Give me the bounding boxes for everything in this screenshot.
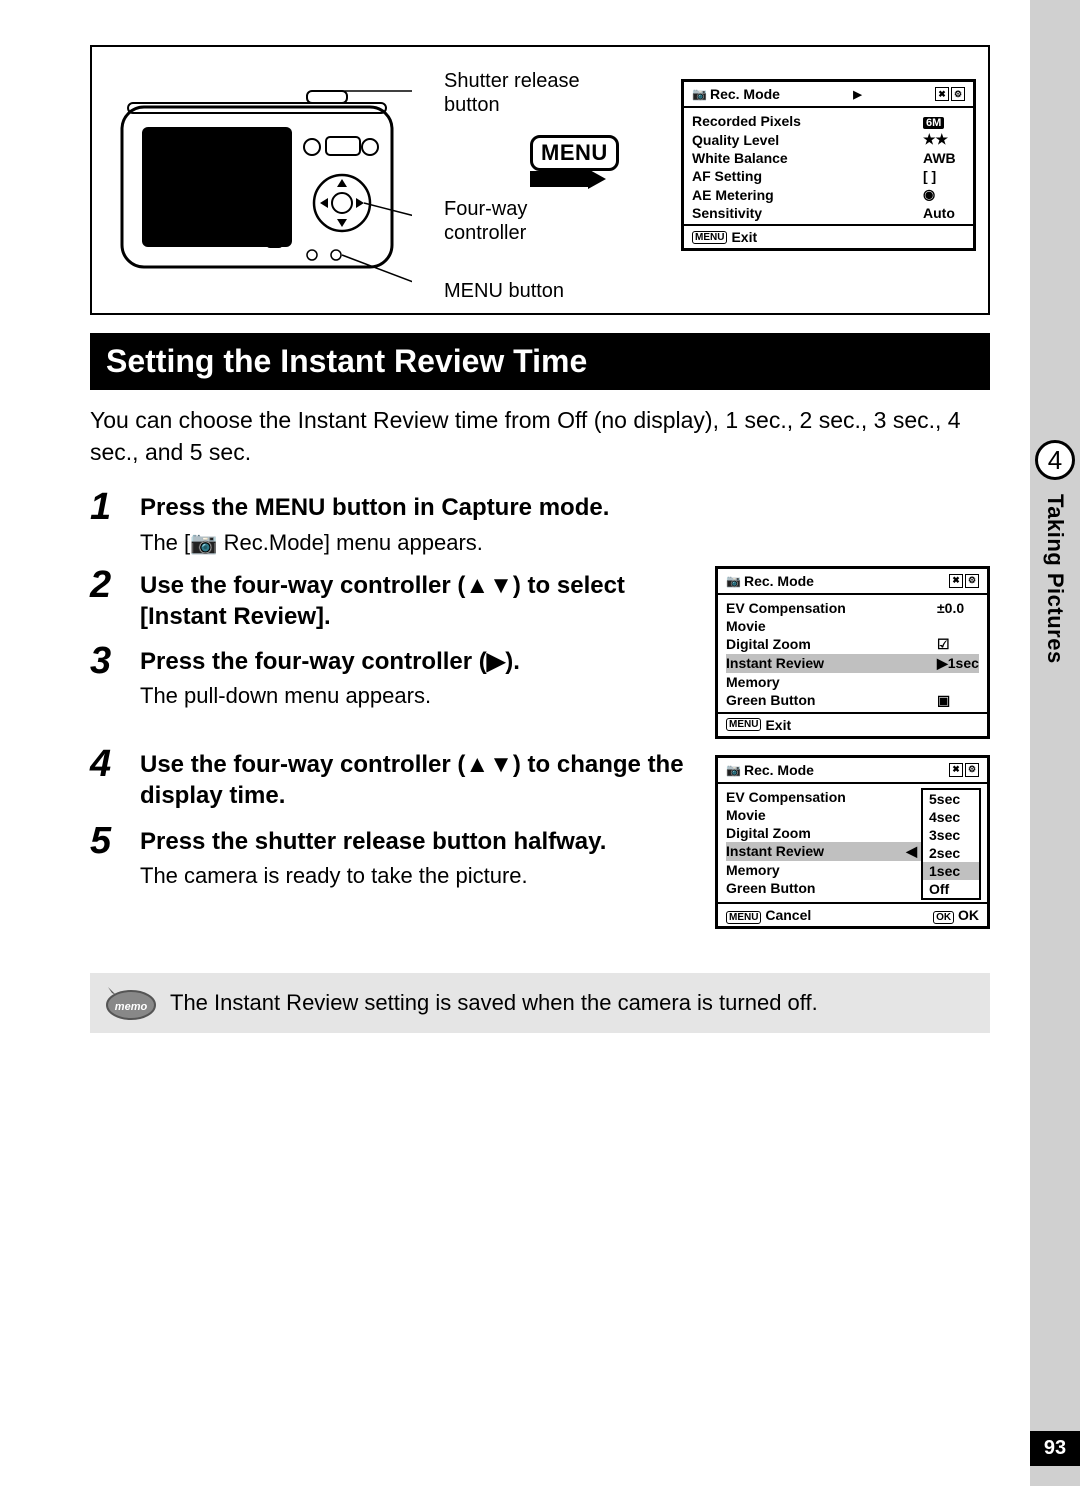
tool-icons: ✖⚙ xyxy=(949,763,979,777)
lcd-title: Rec. Mode xyxy=(710,86,780,102)
dropdown-option: 1sec xyxy=(923,862,979,880)
step: 5 Press the shutter release button halfw… xyxy=(90,822,703,889)
step-desc: The pull-down menu appears. xyxy=(140,683,703,709)
arrow-right-icon xyxy=(588,169,606,189)
dropdown-option: 3sec xyxy=(923,826,979,844)
ok-pill: OK xyxy=(933,911,954,924)
menu-badge: MENU xyxy=(530,135,619,171)
lcd-rec-mode-mid: 📷 Rec. Mode ✖⚙ EV Compensation±0.0MovieD… xyxy=(715,566,990,739)
lcd-row: EV Compensation xyxy=(726,788,921,806)
memo-icon: memo xyxy=(104,983,158,1023)
lcd-row: Movie xyxy=(726,806,921,824)
camera-illustration xyxy=(112,77,412,287)
dropdown-option: 2sec xyxy=(923,844,979,862)
lcd-row: Green Button xyxy=(726,879,921,897)
lcd-foot-exit: Exit xyxy=(765,717,791,733)
step-title: Press the four-way controller (▶). xyxy=(140,646,703,677)
step-number: 4 xyxy=(90,745,140,811)
step: 1 Press the MENU button in Capture mode.… xyxy=(90,488,990,555)
callout-controller: Four-way controller xyxy=(444,197,584,245)
step-desc: The camera is ready to take the picture. xyxy=(140,863,703,889)
tool-icons: ✖⚙ xyxy=(949,574,979,588)
lcd-row: Digital Zoom☑ xyxy=(726,635,979,654)
lcd-row: AF Setting[ ] xyxy=(692,167,965,185)
step-number: 1 xyxy=(90,488,140,555)
menu-pill: MENU xyxy=(726,911,761,924)
callout-menu-button: MENU button xyxy=(444,279,564,303)
camera-icon: 📷 xyxy=(726,574,741,588)
lcd-row: Green Button▣ xyxy=(726,691,979,710)
lcd-foot-cancel: Cancel xyxy=(765,907,811,923)
step-desc: The [📷 Rec.Mode] menu appears. xyxy=(140,530,990,556)
lcd-title: Rec. Mode xyxy=(744,762,814,778)
lcd-row: Recorded Pixels6M xyxy=(692,112,965,130)
tool-icons: ✖⚙ xyxy=(935,87,965,101)
lcd-row: Movie xyxy=(726,617,979,635)
camera-icon: 📷 xyxy=(726,763,741,777)
memo-box: memo The Instant Review setting is saved… xyxy=(90,973,990,1033)
step: 4 Use the four-way controller (▲▼) to ch… xyxy=(90,745,703,811)
lcd-row: Memory xyxy=(726,861,921,879)
step-title: Use the four-way controller (▲▼) to chan… xyxy=(140,749,703,811)
lcd-row: Memory xyxy=(726,673,979,691)
section-header: Setting the Instant Review Time xyxy=(90,333,990,390)
step-number: 2 xyxy=(90,566,140,632)
camera-icon: 📷 xyxy=(692,87,707,101)
lcd-row: Instant Review▶1sec xyxy=(726,654,979,673)
dropdown-option: 5sec xyxy=(923,790,979,808)
lcd-foot-ok: OK xyxy=(958,907,979,923)
callout-shutter: Shutter release button xyxy=(444,69,604,117)
step-number: 5 xyxy=(90,822,140,889)
svg-text:memo: memo xyxy=(115,1001,148,1013)
step-title: Use the four-way controller (▲▼) to sele… xyxy=(140,570,703,632)
lcd-foot-exit: Exit xyxy=(731,229,757,245)
lcd-row: Quality Level★★ xyxy=(692,130,965,149)
lcd-row: Digital Zoom xyxy=(726,824,921,842)
lcd-row: SensitivityAuto xyxy=(692,204,965,222)
lcd-row: Instant Review◀ xyxy=(726,842,921,861)
step-title: Press the MENU button in Capture mode. xyxy=(140,492,990,523)
lcd-title: Rec. Mode xyxy=(744,573,814,589)
step-number: 3 xyxy=(90,642,140,709)
arrow-bar xyxy=(530,171,588,187)
lcd-row: White BalanceAWB xyxy=(692,149,965,167)
dropdown-option: Off xyxy=(923,880,979,898)
intro-text: You can choose the Instant Review time f… xyxy=(90,404,990,468)
step-title: Press the shutter release button halfway… xyxy=(140,826,703,857)
dropdown-option: 4sec xyxy=(923,808,979,826)
lcd-rec-mode-top: 📷 Rec. Mode ▶ ✖⚙ Recorded Pixels6MQualit… xyxy=(681,79,976,251)
step: 3 Press the four-way controller (▶). The… xyxy=(90,642,703,709)
page-number: 93 xyxy=(1030,1431,1080,1466)
menu-pill: MENU xyxy=(726,718,761,731)
camera-diagram: Shutter release button Four-way controll… xyxy=(90,45,990,315)
memo-text: The Instant Review setting is saved when… xyxy=(170,990,818,1016)
menu-pill: MENU xyxy=(692,231,727,244)
step: 2 Use the four-way controller (▲▼) to se… xyxy=(90,566,703,632)
lcd-row: AE Metering◉ xyxy=(692,185,965,204)
lcd-rec-mode-bottom: 📷 Rec. Mode ✖⚙ EV CompensationMovieDigit… xyxy=(715,755,990,929)
lcd-row: EV Compensation±0.0 xyxy=(726,599,979,617)
